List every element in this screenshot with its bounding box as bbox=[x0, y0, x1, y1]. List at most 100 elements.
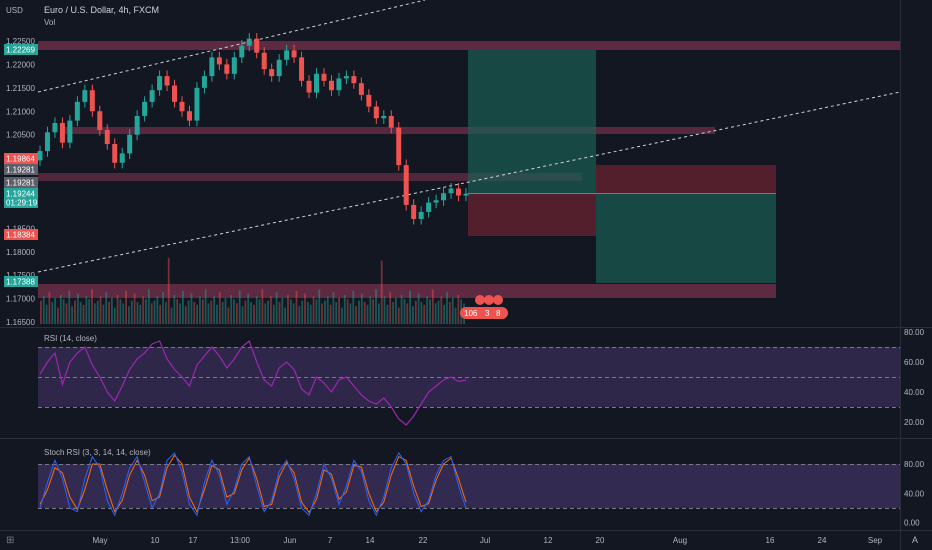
event-marker-icon[interactable] bbox=[475, 295, 485, 305]
volume-bar bbox=[440, 296, 443, 324]
marker-text-3: 8 bbox=[496, 309, 501, 318]
zone-top[interactable] bbox=[38, 41, 900, 50]
volume-bar bbox=[258, 299, 261, 324]
stoch-d-line[interactable] bbox=[39, 454, 467, 514]
volume-bar bbox=[88, 299, 91, 324]
volume-bar bbox=[150, 303, 153, 324]
price-tag-label: 1.18384 bbox=[6, 231, 35, 240]
volume-bar bbox=[383, 296, 386, 324]
price-tag bbox=[4, 188, 38, 199]
candle-body bbox=[456, 188, 462, 196]
volume-bar bbox=[448, 302, 451, 324]
volume-bar bbox=[412, 306, 414, 324]
volume-bar bbox=[162, 292, 164, 324]
volume-bar bbox=[270, 296, 272, 324]
stoch-tick-label: 0.00 bbox=[904, 519, 920, 528]
auto-scale-button[interactable]: A bbox=[912, 535, 918, 545]
symbol-title[interactable]: Euro / U.S. Dollar, 4h, FXCM bbox=[44, 5, 159, 15]
zone-mid[interactable] bbox=[60, 127, 715, 134]
candle-body bbox=[261, 52, 267, 70]
candle-body bbox=[74, 101, 80, 121]
candle-body bbox=[52, 122, 58, 133]
price-tag-label: 1.19281 bbox=[6, 179, 35, 188]
trend-lines bbox=[37, 0, 901, 273]
lower-channel-line[interactable] bbox=[37, 91, 901, 273]
volume-bar bbox=[196, 304, 198, 324]
candle-body bbox=[127, 134, 133, 154]
volume-bar bbox=[201, 299, 204, 324]
volume-bar bbox=[59, 295, 62, 324]
candle-body bbox=[299, 57, 305, 81]
tradingview-logo-icon[interactable]: ⊞ bbox=[6, 535, 14, 546]
volume-bar bbox=[250, 302, 252, 324]
zone-entry[interactable] bbox=[38, 173, 582, 181]
support-resistance-zones bbox=[38, 41, 900, 298]
volume-bar bbox=[389, 292, 392, 324]
volume-bar bbox=[295, 290, 298, 324]
volume-bar bbox=[204, 289, 207, 324]
candle-body bbox=[448, 188, 454, 194]
price-tag bbox=[4, 197, 38, 208]
volume-bar bbox=[372, 299, 375, 324]
price-tag-label: 1.19864 bbox=[6, 155, 35, 164]
candle-body bbox=[291, 50, 297, 58]
volume-bar bbox=[68, 290, 71, 324]
marker-strip[interactable] bbox=[460, 307, 508, 319]
event-markers[interactable]: 106 3 8 bbox=[460, 295, 508, 319]
price-tick-label: 1.17500 bbox=[6, 271, 35, 280]
volume-bar bbox=[304, 293, 306, 324]
time-tick-label: 7 bbox=[328, 536, 333, 545]
volume-bar bbox=[164, 302, 167, 324]
volume-bar bbox=[182, 290, 184, 324]
stoch-tick-label: 40.00 bbox=[904, 489, 925, 498]
price-tick-label: 1.17000 bbox=[6, 295, 35, 304]
volume-bar bbox=[136, 302, 139, 324]
volume-label[interactable]: Vol bbox=[44, 18, 55, 27]
candle-body bbox=[149, 90, 155, 102]
volume-bars bbox=[40, 257, 465, 324]
upper-channel-line[interactable] bbox=[37, 0, 426, 93]
time-tick-label: 13:00 bbox=[230, 536, 251, 545]
volume-bar bbox=[76, 293, 79, 324]
volume-bar bbox=[247, 293, 250, 324]
volume-bar bbox=[113, 307, 116, 324]
time-tick-label: Sep bbox=[868, 536, 883, 545]
event-marker-icon[interactable] bbox=[484, 295, 494, 305]
stoch-k-line[interactable] bbox=[39, 452, 467, 517]
zone-bottom[interactable] bbox=[38, 284, 776, 298]
volume-bar bbox=[99, 296, 102, 324]
stoch-label[interactable]: Stoch RSI (3, 3, 14, 14, close) bbox=[44, 448, 151, 457]
volume-bar bbox=[338, 297, 340, 324]
volume-bar bbox=[199, 296, 201, 324]
candle-body bbox=[441, 193, 447, 201]
short-stop-zone[interactable] bbox=[596, 165, 776, 193]
candle-body bbox=[104, 129, 110, 145]
candle-body bbox=[89, 90, 95, 112]
rsi-line[interactable] bbox=[39, 340, 467, 426]
volume-bar bbox=[213, 296, 216, 324]
candle-body bbox=[172, 85, 178, 102]
long-stop-zone[interactable] bbox=[468, 193, 596, 236]
long-target-zone[interactable] bbox=[468, 50, 596, 193]
candle-body bbox=[231, 57, 237, 74]
volume-bar bbox=[377, 303, 380, 324]
volume-bar bbox=[346, 299, 349, 324]
volume-bar bbox=[230, 295, 233, 324]
volume-bar bbox=[272, 304, 275, 324]
short-target-zone[interactable] bbox=[596, 193, 776, 283]
volume-bar bbox=[176, 299, 179, 324]
volume-bar bbox=[79, 302, 82, 324]
time-axis[interactable]: May 10 17 13:00 Jun 7 14 22 Jul 12 20 Aug 16 24 Sep bbox=[92, 536, 882, 545]
volume-bar bbox=[363, 302, 366, 324]
volume-bar bbox=[65, 303, 68, 324]
time-tick-label: 10 bbox=[151, 536, 160, 545]
event-marker-icon[interactable] bbox=[493, 295, 503, 305]
volume-bar bbox=[267, 300, 269, 324]
currency-label: USD bbox=[6, 6, 23, 15]
rsi-tick-label: 60.00 bbox=[904, 358, 925, 367]
volume-bar bbox=[122, 303, 125, 324]
rsi-label[interactable]: RSI (14, close) bbox=[44, 334, 97, 343]
volume-bar bbox=[343, 295, 346, 324]
candle-body bbox=[44, 132, 50, 152]
